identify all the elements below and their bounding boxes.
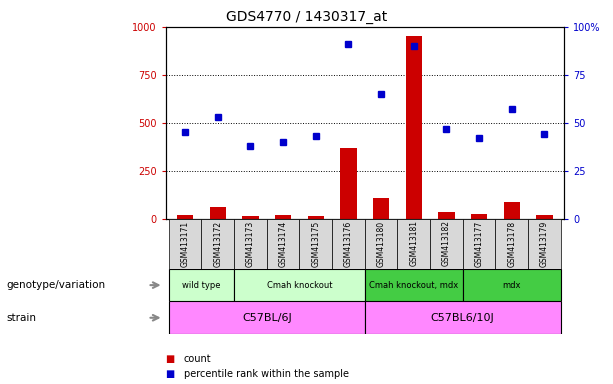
Bar — [242, 216, 259, 219]
Bar — [503, 202, 520, 219]
Bar — [169, 219, 202, 269]
Bar — [299, 219, 332, 269]
Text: ■: ■ — [166, 369, 175, 379]
Bar — [210, 207, 226, 219]
Bar — [267, 219, 299, 269]
Text: wild type: wild type — [182, 281, 221, 290]
Bar — [365, 219, 397, 269]
Text: ■: ■ — [166, 354, 175, 364]
Bar — [169, 301, 365, 334]
Bar — [202, 219, 234, 269]
Text: GSM413172: GSM413172 — [213, 220, 223, 266]
Text: mdx: mdx — [503, 281, 521, 290]
Bar — [471, 214, 487, 219]
Bar — [463, 269, 561, 301]
Bar — [528, 219, 561, 269]
Text: GSM413177: GSM413177 — [474, 220, 484, 266]
Text: GSM413171: GSM413171 — [181, 220, 189, 266]
Bar — [438, 212, 455, 219]
Text: strain: strain — [6, 313, 36, 323]
Text: GSM413176: GSM413176 — [344, 220, 353, 266]
Bar — [332, 219, 365, 269]
Text: count: count — [184, 354, 211, 364]
Text: GSM413174: GSM413174 — [278, 220, 287, 266]
Text: GSM413180: GSM413180 — [376, 220, 386, 266]
Bar — [373, 198, 389, 219]
Bar — [536, 215, 552, 219]
Text: C57BL/6J: C57BL/6J — [242, 313, 292, 323]
Text: Cmah knockout, mdx: Cmah knockout, mdx — [369, 281, 459, 290]
Text: GSM413179: GSM413179 — [540, 220, 549, 266]
Bar — [340, 148, 357, 219]
Text: GSM413173: GSM413173 — [246, 220, 255, 266]
Text: genotype/variation: genotype/variation — [6, 280, 105, 290]
Bar — [463, 219, 495, 269]
Text: GDS4770 / 1430317_at: GDS4770 / 1430317_at — [226, 10, 387, 23]
Bar — [234, 269, 365, 301]
Text: percentile rank within the sample: percentile rank within the sample — [184, 369, 349, 379]
Bar — [365, 301, 561, 334]
Bar — [495, 219, 528, 269]
Bar — [234, 219, 267, 269]
Bar — [397, 219, 430, 269]
Bar — [177, 215, 193, 219]
Bar — [308, 216, 324, 219]
Bar — [275, 215, 291, 219]
Text: Cmah knockout: Cmah knockout — [267, 281, 332, 290]
Bar — [365, 269, 463, 301]
Text: GSM413181: GSM413181 — [409, 220, 418, 266]
Bar — [169, 269, 234, 301]
Text: GSM413182: GSM413182 — [442, 220, 451, 266]
Text: GSM413175: GSM413175 — [311, 220, 320, 266]
Bar — [430, 219, 463, 269]
Text: GSM413178: GSM413178 — [507, 220, 516, 266]
Bar — [406, 36, 422, 219]
Text: C57BL6/10J: C57BL6/10J — [431, 313, 495, 323]
